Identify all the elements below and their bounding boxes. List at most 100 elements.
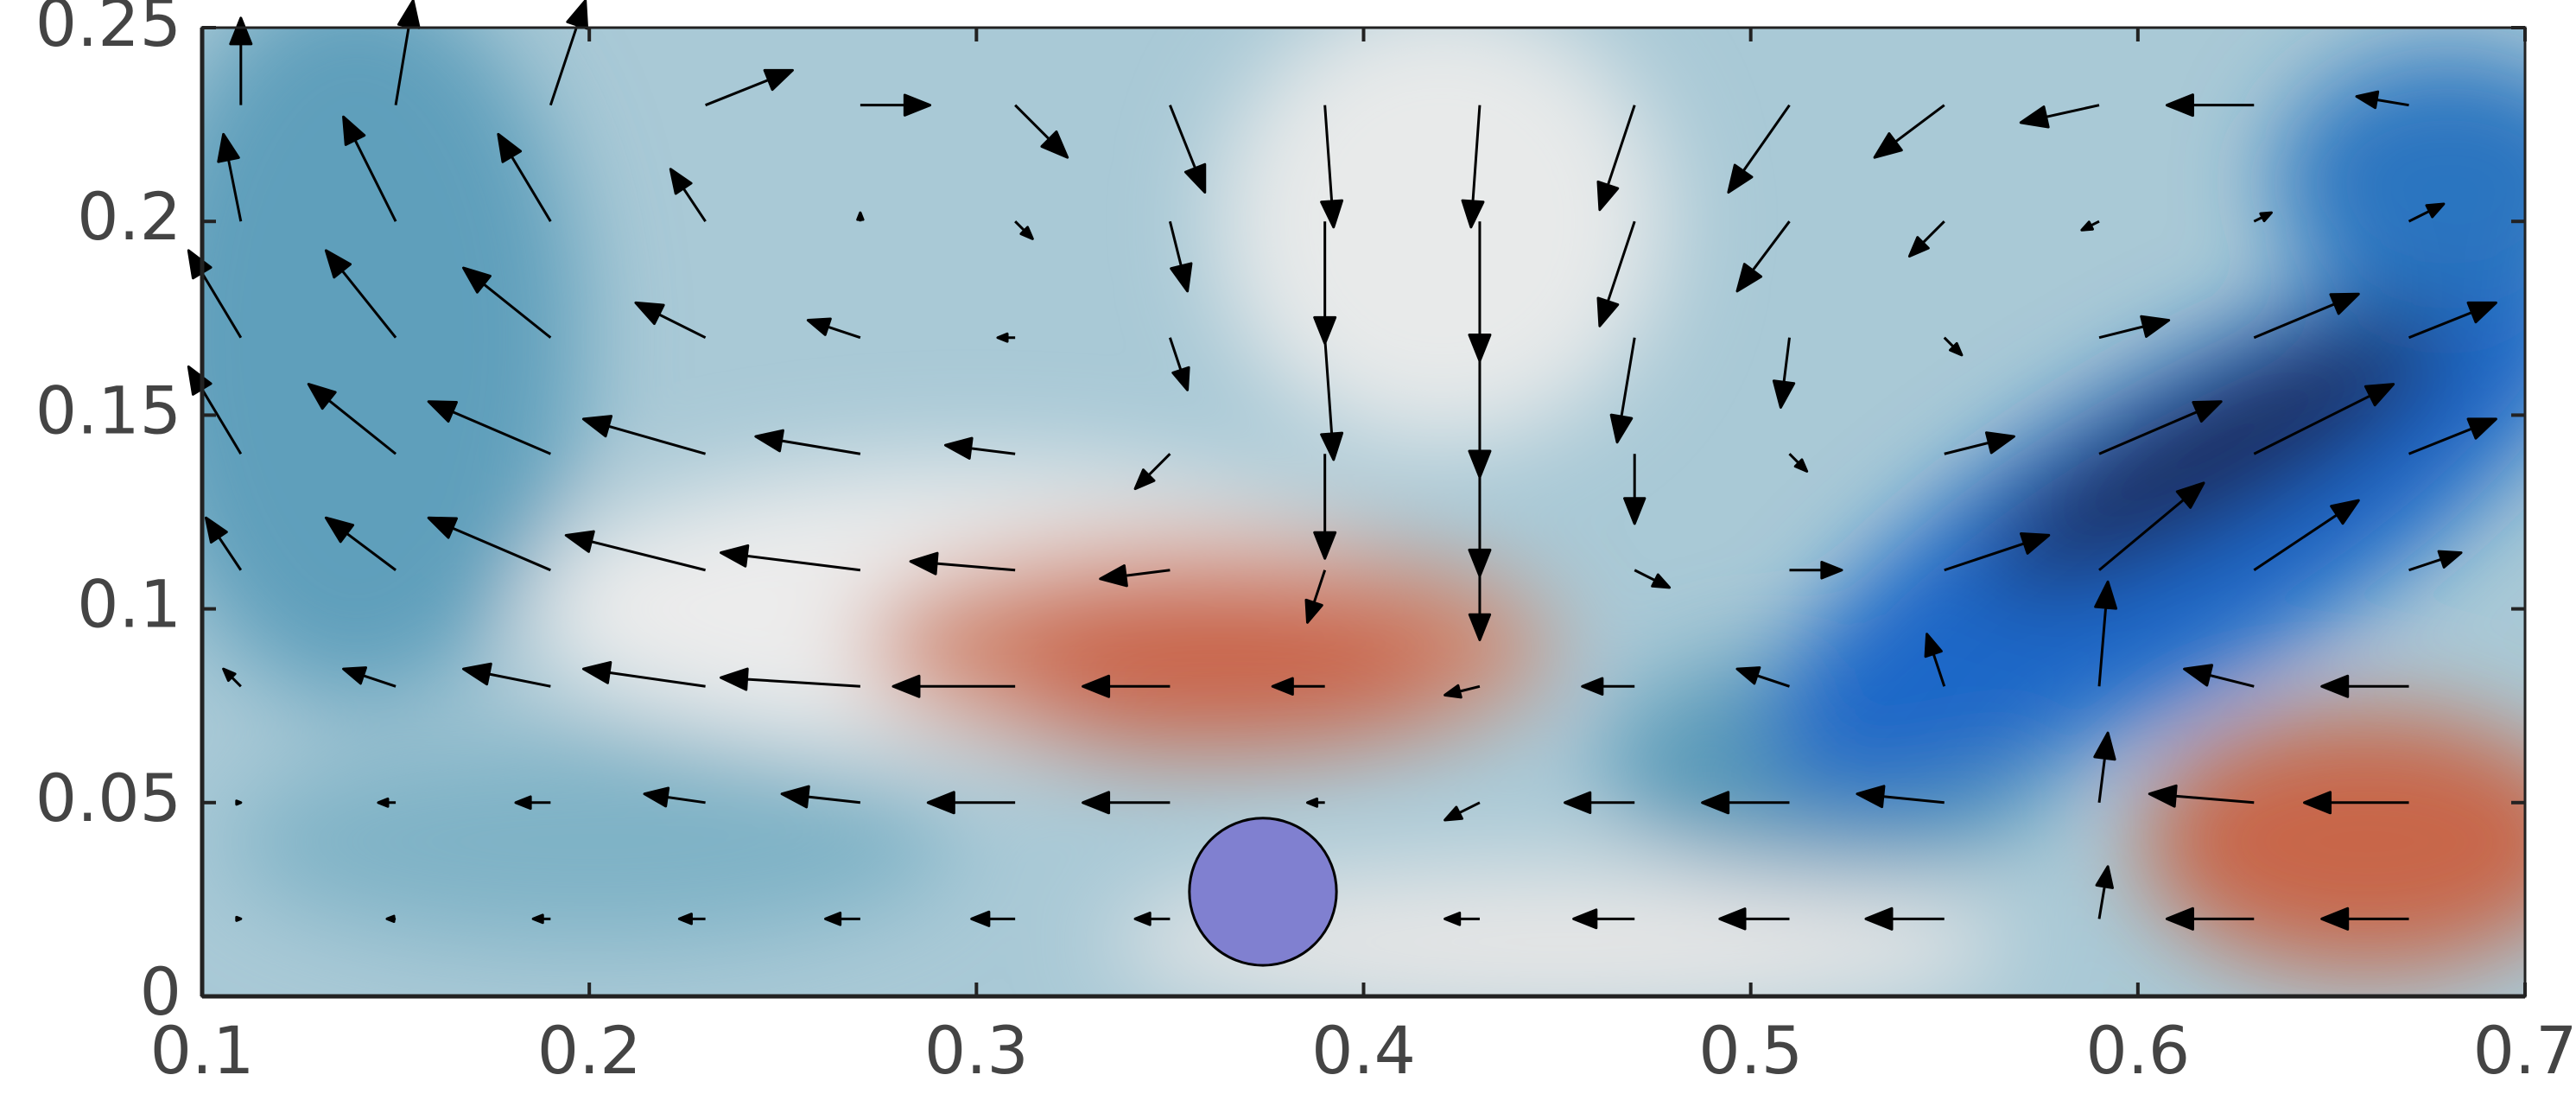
arrow [2183,664,2255,688]
arrow [427,400,551,455]
arrow [1468,221,1492,363]
arrow [1572,908,1635,930]
arrow [909,551,1016,576]
arrow [1306,797,1325,808]
arrow [2408,417,2497,455]
arrow [2408,202,2446,223]
arrow [2408,301,2497,340]
arrow [564,530,706,572]
y-tick-label: 0.15 [35,372,181,448]
arrow [1772,337,1796,409]
arrow [1443,801,1481,822]
arrow [970,910,1016,927]
arrow [377,797,397,808]
arrow [307,383,397,455]
field-blob [226,738,952,945]
arrow [514,795,551,811]
arrow [1924,633,1946,687]
arrow [531,913,551,925]
arrow [1735,220,1791,293]
arrow [427,516,551,572]
arrow [669,168,707,223]
arrow [1014,220,1034,240]
arrow [926,791,1016,815]
arrow [1623,454,1646,525]
arrow [222,667,242,688]
arrow [1943,336,1964,357]
arrow [2408,550,2463,572]
arrow [581,415,707,455]
arrow [643,786,706,808]
y-tick-label: 0.05 [35,760,181,836]
arrow [2320,906,2409,931]
arrow [204,516,243,571]
arrow [2165,906,2255,931]
arrow [856,211,865,222]
arrow [806,317,861,340]
arrow [1313,221,1337,345]
y-tick-label: 0.1 [77,566,181,643]
arrow [462,662,551,688]
arrow [1789,561,1843,580]
arrow [2355,90,2409,110]
arrow [1864,906,1945,931]
arrow [1082,674,1171,698]
arrow [1788,453,1809,473]
arrow [1320,337,1344,461]
arrow [2095,865,2114,919]
arrow [1443,684,1481,699]
arrow [2253,211,2273,223]
arrow [324,516,397,571]
arrow [235,799,243,806]
arrow [2303,791,2409,815]
obstacle [1188,817,1338,967]
arrow [1944,431,2015,455]
arrow [1082,791,1171,815]
arrow [1443,911,1480,926]
arrow [462,266,552,339]
arrow [2019,104,2100,129]
field-blob [1984,317,2447,590]
arrow [720,544,861,572]
y-tick-label: 0.2 [77,178,181,255]
arrow [2094,580,2118,687]
arrow [1313,454,1337,560]
arrow [1468,569,1492,641]
arrow [1856,785,1945,809]
arrow [2098,315,2171,340]
arrow [581,660,706,688]
x-tick-label: 0.7 [2473,1012,2576,1089]
field-blob [2275,53,2525,312]
arrow [1169,105,1207,194]
field-blob [2142,712,2525,971]
x-tick-label: 0.6 [2085,1012,2190,1089]
arrow [1304,569,1327,624]
arrow [1907,220,1945,258]
arrow [549,0,589,106]
arrow [1320,105,1344,229]
arrow [1581,677,1635,696]
arrow [943,436,1016,460]
y-tick-label: 0 [140,953,181,1030]
arrow [2148,784,2255,808]
arrow [2098,481,2205,571]
arrow [385,914,397,924]
arrow [1596,220,1636,328]
arrow [2093,731,2116,803]
arrow [229,16,253,105]
arrow [1168,337,1190,391]
arrow [1014,104,1069,159]
arrow [1944,532,2051,572]
arrow [780,785,861,809]
arrow [1701,791,1790,815]
arrow [1099,564,1171,588]
arrow [1727,104,1791,194]
arrow [1634,569,1672,589]
arrow [2253,292,2360,340]
field-background [202,28,2525,996]
arrow [824,911,860,926]
x-tick-label: 0.2 [537,1012,642,1089]
arrow [2080,219,2100,232]
arrow [1461,105,1485,229]
